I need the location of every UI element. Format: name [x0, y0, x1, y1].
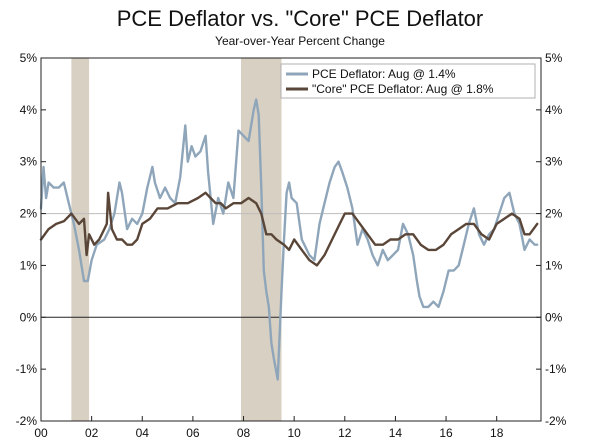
y-tick-label-left: 3%	[20, 155, 38, 169]
recession-band-1	[71, 58, 90, 421]
x-tick-label: 00	[34, 426, 48, 440]
series-line-1	[39, 98, 539, 381]
chart-title: PCE Deflator vs. "Core" PCE Deflator	[116, 6, 484, 31]
x-tick-label: 14	[389, 426, 403, 440]
y-tick-label-right: -1%	[545, 362, 567, 376]
plot-frame	[40, 57, 542, 422]
y-tick-label-right: 5%	[545, 51, 563, 65]
y-tick-label-left: -1%	[16, 362, 38, 376]
x-tick-label: 18	[490, 426, 504, 440]
y-tick-label-left: 4%	[20, 103, 38, 117]
y-tick-label-right: 3%	[545, 155, 563, 169]
series-line-2	[39, 191, 539, 267]
legend-label-2: "Core" PCE Deflator: Aug @ 1.8%	[312, 82, 494, 96]
y-tick-label-right: -2%	[545, 414, 567, 428]
y-tick-label-left: -2%	[16, 414, 38, 428]
x-tick-label: 04	[136, 426, 150, 440]
series-lines	[39, 98, 539, 381]
y-tick-label-left: 2%	[20, 207, 38, 221]
x-tick-label: 08	[237, 426, 251, 440]
axis-ticks: -2% -2% -1% -1% 0% 0% 1% 1% 2% 2% 3% 3% 4% 4% 5% 5% 00 02…	[16, 51, 567, 440]
y-tick-label-left: 0%	[20, 310, 38, 324]
y-tick-label-right: 2%	[545, 207, 563, 221]
x-tick-label: 02	[85, 426, 99, 440]
y-tick-label-right: 1%	[545, 258, 563, 272]
gridlines	[41, 213, 541, 318]
legend: PCE Deflator: Aug @ 1.4%"Core" PCE Defla…	[280, 63, 536, 99]
y-tick-label-left: 5%	[20, 51, 38, 65]
y-tick-label-right: 4%	[545, 103, 563, 117]
y-tick-label-left: 1%	[20, 258, 38, 272]
y-tick-label-right: 0%	[545, 310, 563, 324]
legend-box	[280, 63, 536, 99]
legend-label-1: PCE Deflator: Aug @ 1.4%	[312, 67, 456, 81]
x-tick-label: 16	[439, 426, 453, 440]
x-tick-label: 10	[287, 426, 301, 440]
chart-subtitle: Year-over-Year Percent Change	[215, 34, 385, 48]
x-tick-label: 12	[338, 426, 352, 440]
x-tick-label: 06	[186, 426, 200, 440]
